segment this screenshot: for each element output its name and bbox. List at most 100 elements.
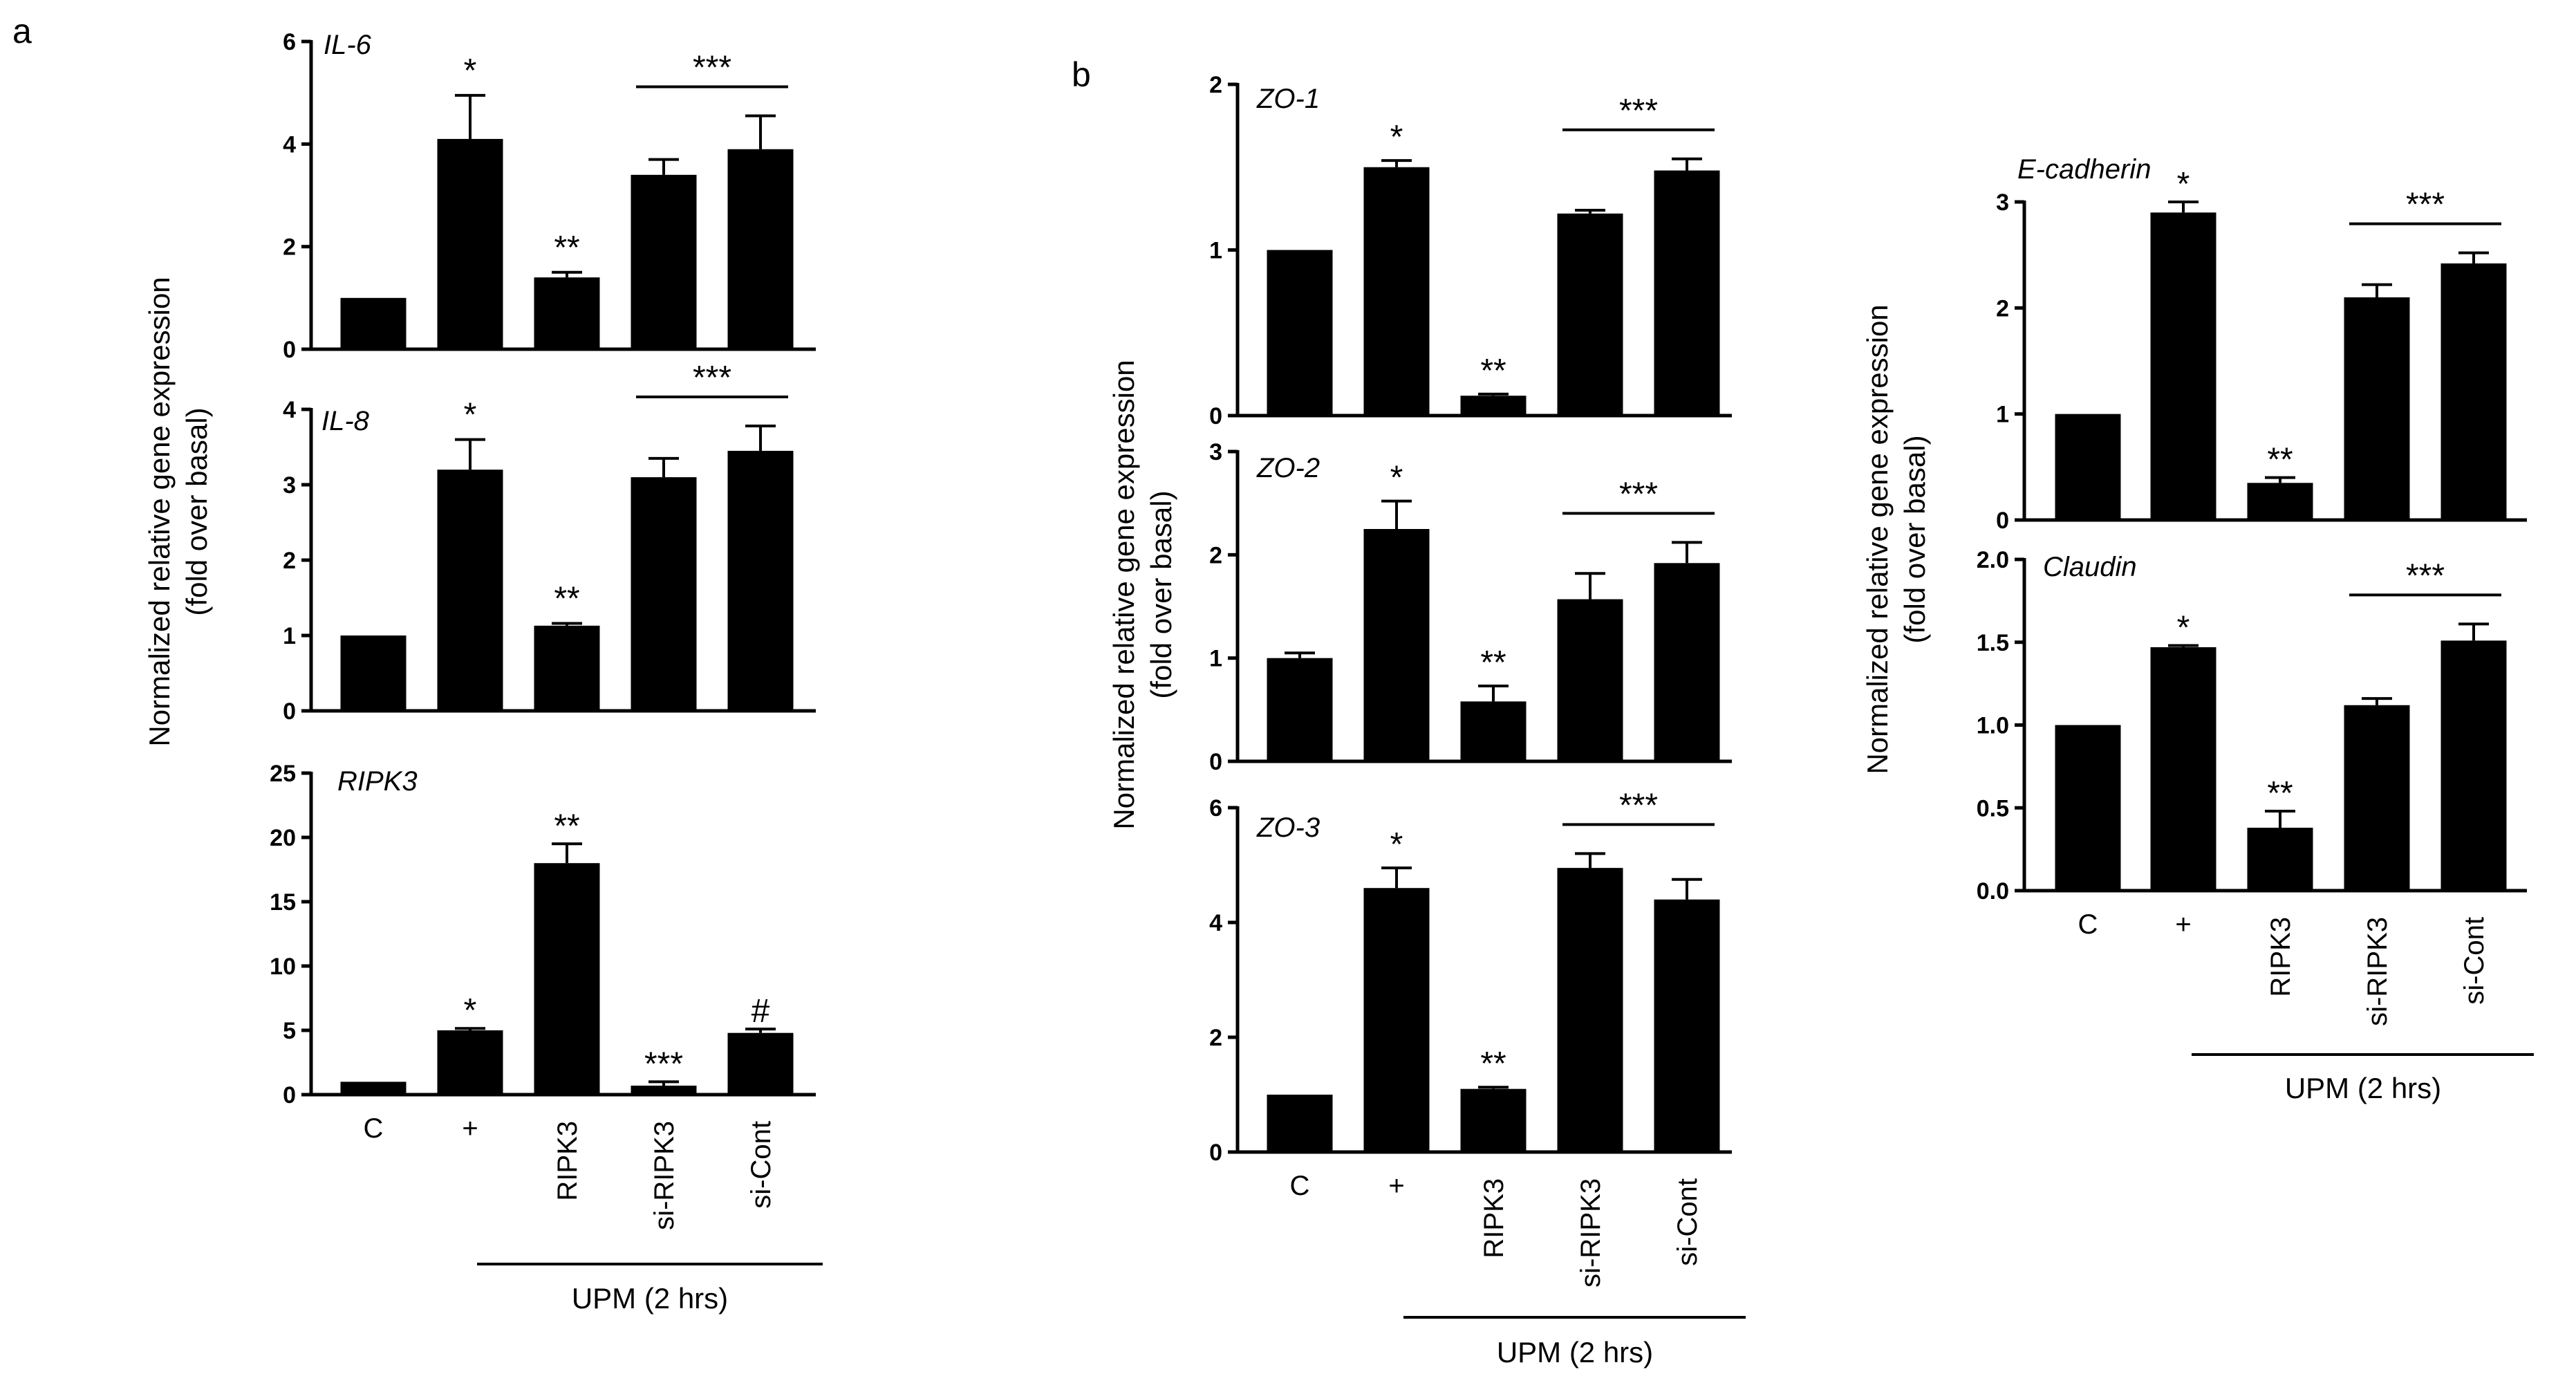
chart-title: E-cadherin xyxy=(2017,154,2151,185)
bar xyxy=(1557,213,1623,416)
category-label: C xyxy=(2078,909,2098,940)
bar xyxy=(727,1032,794,1095)
ylabel-a-line2: (fold over basal) xyxy=(180,407,213,615)
significance-label: * xyxy=(464,992,477,1029)
y-tick-label: 4 xyxy=(1209,910,1222,936)
chart-title: RIPK3 xyxy=(337,766,418,797)
bar xyxy=(631,174,697,349)
bar xyxy=(2150,647,2216,891)
bar xyxy=(2440,640,2507,891)
bracket-label: *** xyxy=(1619,476,1658,512)
group-label-a: UPM (2 hrs) xyxy=(572,1282,728,1315)
category-label: si-Cont xyxy=(1672,1178,1703,1266)
bar xyxy=(2344,297,2410,520)
significance-label: ** xyxy=(1480,353,1506,389)
category-label: RIPK3 xyxy=(552,1121,583,1201)
bar xyxy=(2055,725,2121,891)
y-tick-label: 6 xyxy=(283,29,296,55)
significance-label: *** xyxy=(644,1046,683,1082)
y-tick-label: 5 xyxy=(283,1018,296,1044)
y-tick-label: 2 xyxy=(283,548,296,574)
significance-label: ** xyxy=(554,581,579,618)
significance-label: ** xyxy=(1480,1046,1506,1082)
bar xyxy=(340,1082,407,1095)
significance-label: ** xyxy=(2267,442,2293,479)
y-tick-label: 20 xyxy=(270,825,296,851)
bar xyxy=(437,1030,503,1095)
category-label: C xyxy=(1290,1171,1310,1201)
y-tick-label: 1 xyxy=(283,623,296,649)
bar xyxy=(1267,1095,1333,1152)
y-tick-label: 2.0 xyxy=(1977,547,2009,573)
panel-letter-b: b xyxy=(1072,55,1091,94)
category-label: C xyxy=(364,1113,384,1144)
ylabel-c-line2: (fold over basal) xyxy=(1898,435,1931,643)
bar xyxy=(1557,868,1623,1152)
chart-title: ZO-1 xyxy=(1256,84,1320,114)
ylabel-b-line1: Normalized relative gene expression xyxy=(1108,360,1140,829)
bar xyxy=(2344,705,2410,891)
y-tick-label: 0.0 xyxy=(1977,878,2009,904)
significance-label: ** xyxy=(554,808,579,844)
bar xyxy=(1460,701,1527,761)
significance-label: * xyxy=(464,53,477,89)
bar xyxy=(631,477,697,711)
y-tick-label: 4 xyxy=(283,397,296,423)
category-labels: C + RIPK3 si-RIPK3 si-Cont C + RIPK3 si-RIPK3 si-… xyxy=(364,909,2490,1288)
bracket-label: *** xyxy=(1619,93,1658,129)
bar xyxy=(1267,658,1333,761)
chart-title: ZO-2 xyxy=(1256,453,1320,483)
bar xyxy=(1363,529,1430,761)
y-tick-label: 0 xyxy=(283,1082,296,1108)
y-tick-label: 10 xyxy=(270,954,296,980)
bar xyxy=(2150,212,2216,520)
bar xyxy=(1557,599,1623,761)
category-label: + xyxy=(1388,1171,1404,1201)
panel-letter-a: a xyxy=(12,12,32,50)
y-tick-label: 1 xyxy=(1209,646,1222,672)
ylabel-c-line1: Normalized relative gene expression xyxy=(1861,304,1894,774)
bar xyxy=(1363,888,1430,1152)
bar xyxy=(1363,167,1430,416)
y-tick-label: 2 xyxy=(283,234,296,261)
y-tick-label: 1 xyxy=(1209,238,1222,264)
chart-title: IL-8 xyxy=(321,406,370,436)
y-tick-label: 3 xyxy=(1996,189,2009,216)
bar xyxy=(1654,170,1720,416)
bar xyxy=(1267,250,1333,416)
bar xyxy=(2247,827,2313,891)
bar xyxy=(2247,483,2313,520)
y-tick-label: 6 xyxy=(1209,795,1222,822)
bar xyxy=(534,625,600,711)
y-tick-label: 4 xyxy=(283,131,296,158)
ylabel-b: Normalized relative gene expression (fol… xyxy=(1108,360,1177,829)
bar xyxy=(340,635,407,711)
chart-claudin: 0.00.51.01.52.0 Claudin****** xyxy=(1977,547,2527,904)
y-tick-label: 0 xyxy=(1209,1140,1222,1166)
category-label: si-Cont xyxy=(746,1121,776,1209)
significance-label: * xyxy=(2177,610,2190,647)
bracket-label: *** xyxy=(1619,787,1658,824)
chart-title: Claudin xyxy=(2043,552,2137,582)
bar xyxy=(534,277,600,349)
y-tick-label: 0 xyxy=(1209,749,1222,775)
y-tick-label: 1 xyxy=(1996,402,2009,428)
bar xyxy=(1654,563,1720,761)
bar xyxy=(2055,414,2121,520)
y-tick-label: 0 xyxy=(1996,508,2009,534)
significance-label: ** xyxy=(1480,644,1506,681)
bar xyxy=(534,863,600,1095)
y-tick-label: 0 xyxy=(283,337,296,363)
bar xyxy=(1460,396,1527,416)
bar xyxy=(1460,1088,1527,1152)
y-tick-label: 3 xyxy=(1209,439,1222,465)
category-label: si-Cont xyxy=(2459,917,2490,1005)
category-label: RIPK3 xyxy=(2266,917,2296,997)
